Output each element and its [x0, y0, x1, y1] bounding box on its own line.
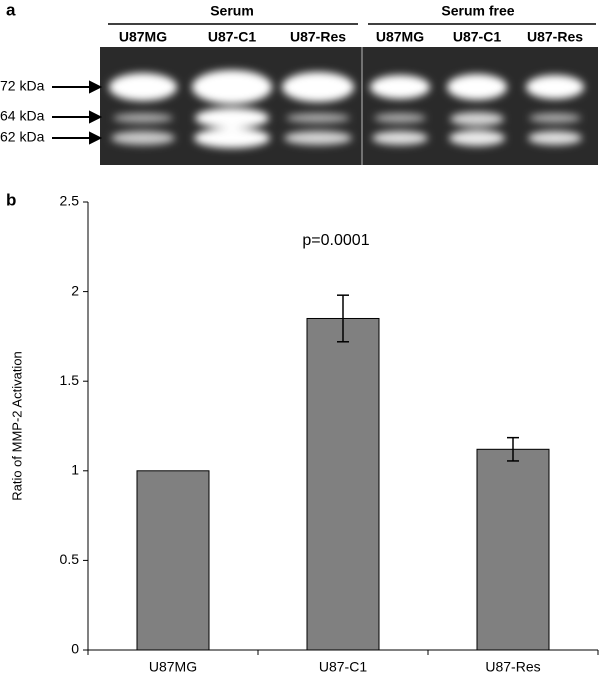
marker-label: 62 kDa: [0, 129, 45, 145]
x-tick-label: U87-C1: [319, 659, 367, 675]
marker-arrows: [52, 80, 103, 145]
y-tick-label: 1.5: [60, 372, 80, 388]
marker-label: 64 kDa: [0, 108, 45, 124]
lane-label: U87-Res: [290, 29, 346, 45]
y-tick-label: 1: [71, 462, 79, 478]
lane-label: U87-Res: [527, 29, 583, 45]
bar: [306, 317, 380, 651]
bar: [136, 470, 210, 651]
lane-label: U87MG: [376, 29, 424, 45]
gel: [100, 47, 598, 165]
marker-label: 72 kDa: [0, 78, 45, 94]
panel-label: b: [6, 190, 16, 209]
lane-label: U87MG: [119, 29, 167, 45]
group-label: Serum: [210, 3, 254, 19]
error-bar: [337, 294, 349, 343]
group-label: Serum free: [441, 3, 514, 19]
lane-label: U87-C1: [453, 29, 501, 45]
y-tick-label: 0: [71, 641, 79, 657]
lane-label: U87-C1: [208, 29, 256, 45]
x-tick-label: U87-Res: [485, 659, 540, 675]
bar: [476, 448, 550, 651]
error-bar: [507, 436, 519, 462]
panel-label: a: [6, 0, 16, 19]
y-axis-label: Ratio of MMP-2 Activation: [9, 351, 24, 501]
x-tick-label: U87MG: [149, 659, 197, 675]
y-tick-label: 2.5: [60, 193, 80, 209]
y-tick-label: 0.5: [60, 551, 80, 567]
y-tick-label: 2: [71, 282, 79, 298]
annotation: p=0.0001: [302, 232, 369, 249]
